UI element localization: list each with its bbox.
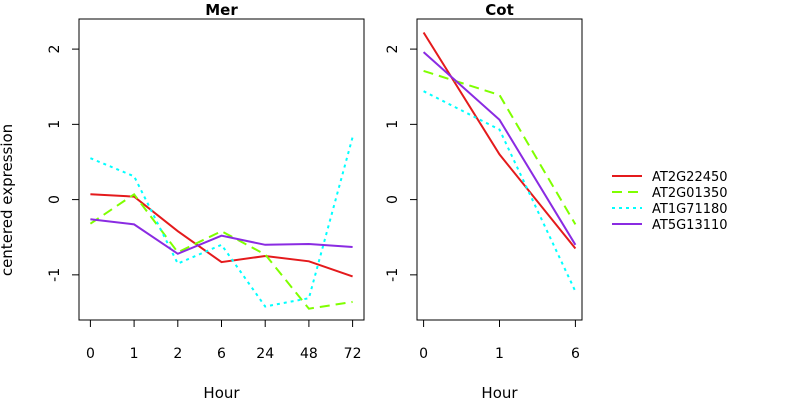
panel-title: Mer	[205, 1, 238, 19]
panel-mer: Mer 0 1 2 6 24 48 72 Hour -1 0 1 2	[47, 1, 365, 400]
y-tick-label: -1	[385, 268, 401, 282]
series-line-AT5G13110	[422, 51, 577, 246]
series-line-AT1G71180	[90, 136, 354, 308]
series-line-AT2G01350	[423, 69, 577, 225]
y-tick-label: 2	[385, 45, 401, 54]
x-tick-label: 48	[300, 346, 318, 362]
series-line-AT2G22450	[422, 31, 577, 250]
x-tick-label: 24	[256, 346, 274, 362]
y-tick-label: 1	[47, 120, 63, 129]
y-tick-label: 2	[47, 45, 63, 54]
x-tick-label: 72	[344, 346, 362, 362]
legend-label: AT5G13110	[652, 218, 728, 233]
series-line-AT2G22450	[90, 193, 353, 278]
x-axis-label: Hour	[203, 384, 240, 400]
y-axis-label: centered expression	[0, 124, 16, 276]
series-line-AT1G71180	[423, 90, 577, 292]
legend-label: AT2G22450	[652, 170, 728, 185]
y-tick-label: 0	[47, 195, 63, 204]
x-tick-label: 6	[217, 346, 226, 362]
x-axis-label: Hour	[481, 384, 518, 400]
legend-label: AT1G71180	[652, 202, 728, 217]
plot-frame	[416, 18, 583, 321]
series-line-AT2G01350	[89, 192, 353, 310]
x-tick-label: 2	[173, 346, 182, 362]
series-line-AT5G13110	[90, 218, 353, 255]
x-tick-label: 0	[86, 346, 95, 362]
panel-title: Cot	[485, 1, 513, 19]
x-tick-label: 6	[571, 346, 580, 362]
plot-frame	[78, 18, 365, 321]
y-tick-label: 1	[385, 120, 401, 129]
x-tick-label: 1	[130, 346, 139, 362]
legend-label: AT2G01350	[652, 186, 728, 201]
y-tick-label: -1	[47, 268, 63, 282]
x-tick-label: 1	[495, 346, 504, 362]
y-tick-label: 0	[385, 195, 401, 204]
panel-cot: Cot 0 1 6 Hour -1 0 1 2	[385, 1, 583, 400]
x-tick-label: 0	[419, 346, 428, 362]
